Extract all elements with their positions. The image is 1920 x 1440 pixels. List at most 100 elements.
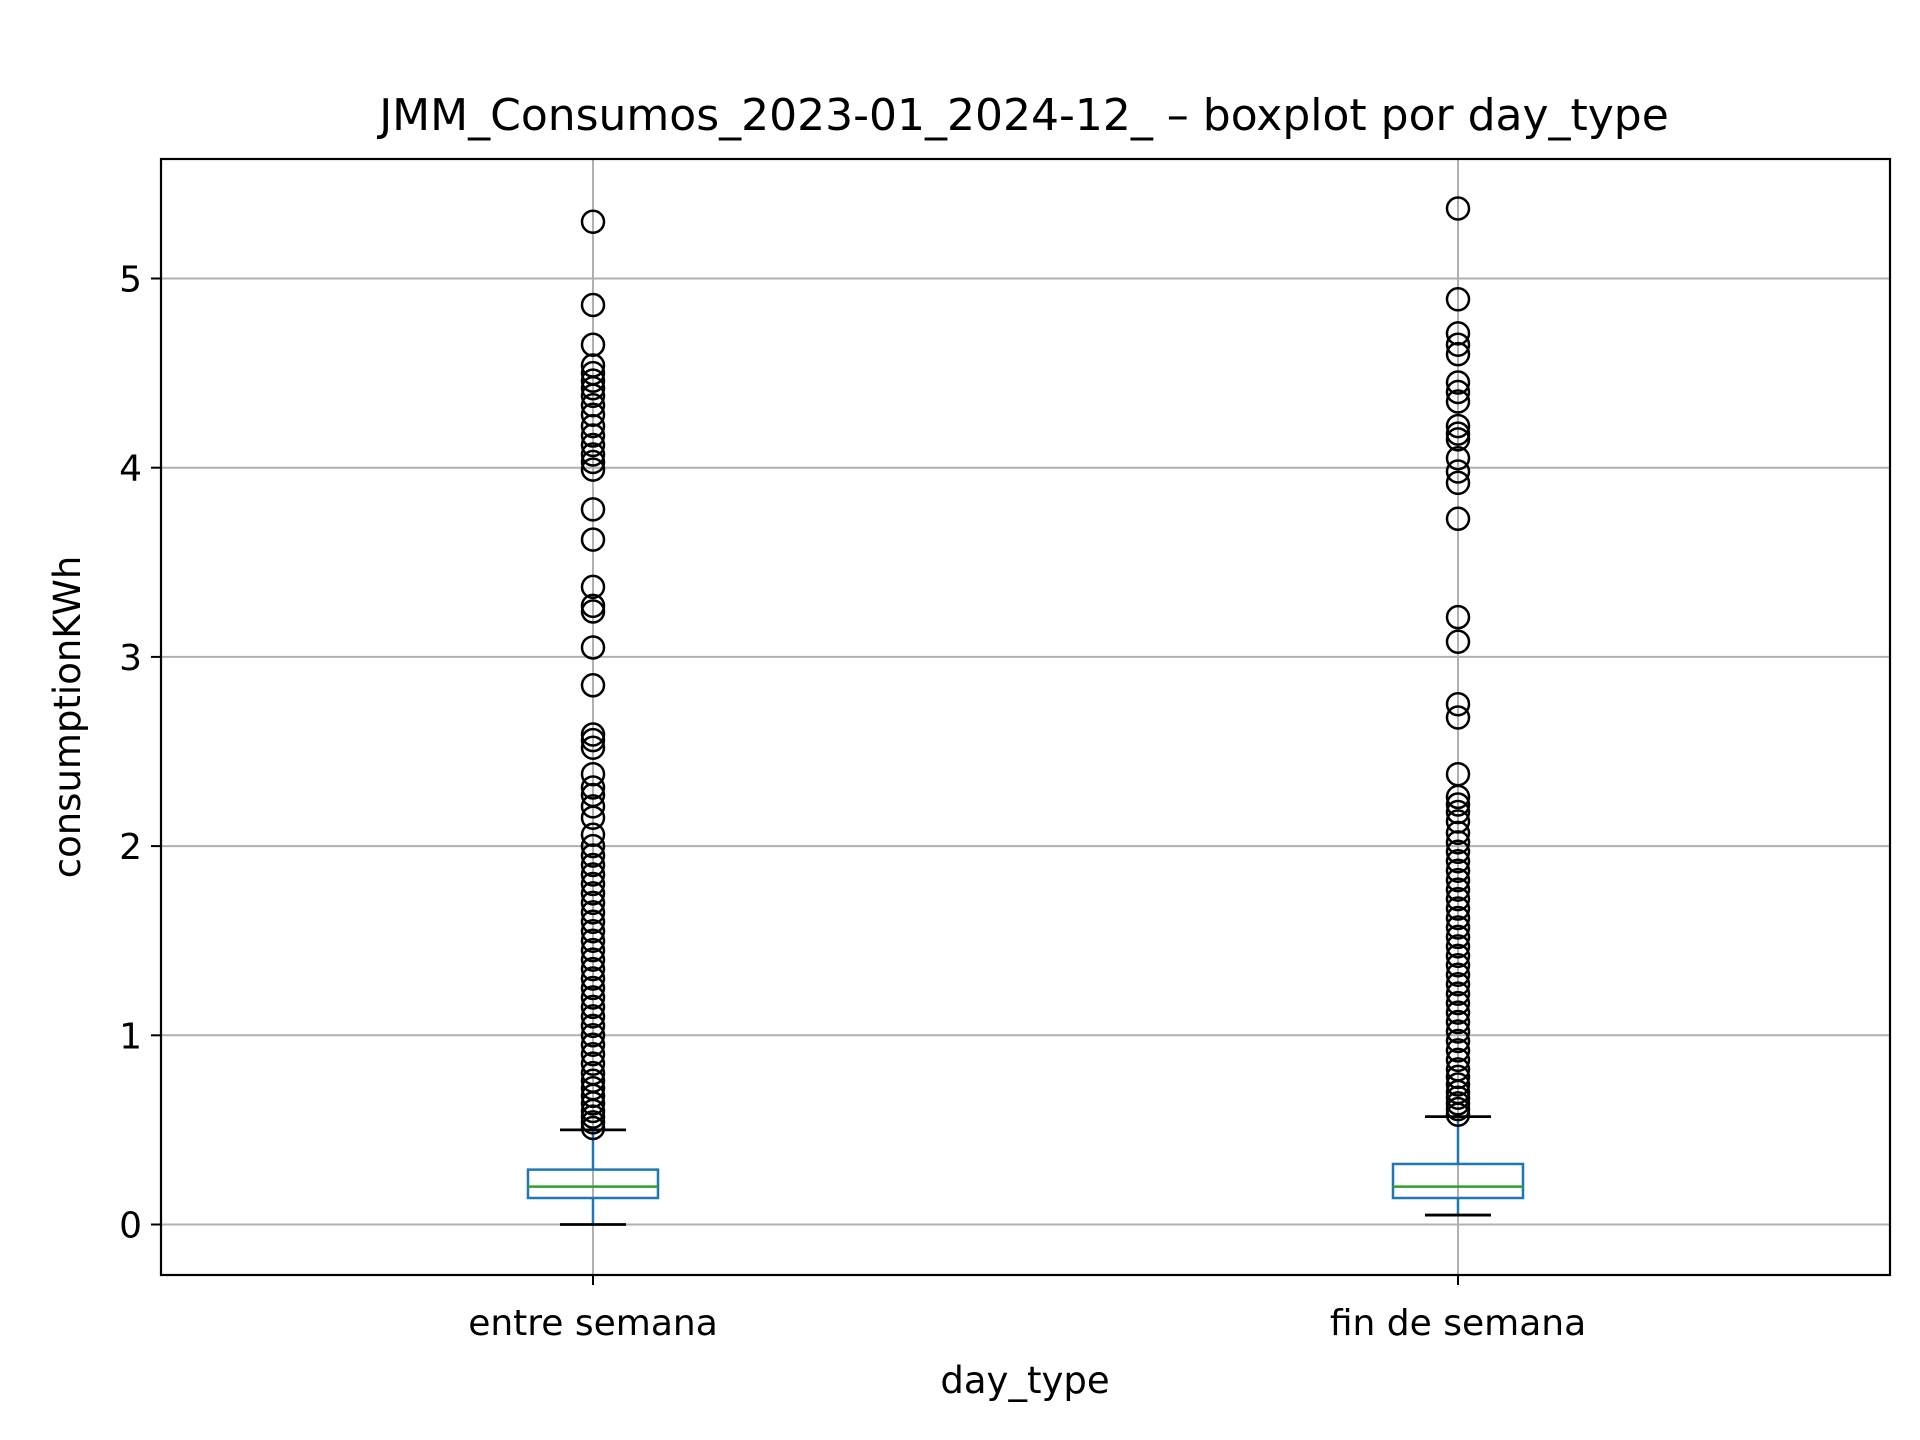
outlier-point bbox=[1445, 943, 1471, 969]
outlier-point bbox=[580, 918, 606, 944]
outlier-point bbox=[580, 833, 606, 859]
outlier-point bbox=[580, 423, 606, 448]
outlier-point bbox=[1445, 924, 1471, 950]
outlier-point bbox=[580, 975, 606, 1001]
outlier-point bbox=[1445, 1019, 1471, 1044]
outlier-point bbox=[580, 862, 606, 887]
outlier-point bbox=[580, 985, 606, 1010]
outlier-point bbox=[580, 947, 606, 972]
outlier-point bbox=[1445, 858, 1471, 883]
outlier-point bbox=[580, 1091, 606, 1116]
outlier-point bbox=[1445, 1038, 1471, 1063]
outlier-point bbox=[1445, 792, 1471, 817]
outlier-point bbox=[580, 881, 606, 906]
outlier-point bbox=[580, 673, 606, 698]
outlier-point bbox=[1445, 867, 1471, 893]
outlier-point bbox=[1445, 629, 1471, 655]
outlier-point bbox=[580, 432, 606, 458]
chart-title: JMM_Consumos_2023-01_2024-12_ – boxplot … bbox=[376, 90, 1669, 141]
outlier-point bbox=[1445, 839, 1471, 865]
outlier-point bbox=[1445, 341, 1471, 367]
outlier-point bbox=[1445, 784, 1471, 810]
outlier-point bbox=[1445, 604, 1471, 630]
outlier-point bbox=[1445, 1102, 1471, 1128]
outlier-point bbox=[1445, 886, 1471, 912]
y-axis-label: consumptionKWh bbox=[46, 556, 89, 879]
outlier-point bbox=[580, 722, 606, 747]
outlier-point bbox=[1445, 427, 1471, 452]
outlier-point bbox=[1445, 1047, 1471, 1073]
outlier-point bbox=[1445, 705, 1471, 730]
outlier-point bbox=[580, 442, 606, 467]
outlier-point bbox=[580, 449, 606, 475]
grid-lines bbox=[161, 159, 1890, 1275]
outlier-point bbox=[1445, 934, 1471, 959]
outlier-point bbox=[1445, 287, 1471, 312]
outlier-point bbox=[1445, 830, 1471, 855]
outlier-point bbox=[1445, 379, 1471, 405]
outlier-point bbox=[580, 775, 606, 800]
outlier-point bbox=[580, 909, 606, 935]
x-axis-label: day_type bbox=[940, 1359, 1109, 1402]
x-tick-label: fin de semana bbox=[1330, 1303, 1586, 1344]
plot-area-frame bbox=[159, 157, 1892, 1277]
outlier-point bbox=[580, 727, 606, 753]
outlier-point bbox=[580, 805, 606, 830]
x-tick-label: entre semana bbox=[468, 1303, 718, 1344]
outlier-point bbox=[580, 1110, 606, 1135]
outlier-point bbox=[580, 1023, 606, 1048]
y-tick-label: 2 bbox=[119, 827, 142, 868]
outlier-point bbox=[1445, 691, 1471, 717]
x-axis-ticks: entre semana fin de semana bbox=[468, 1275, 1586, 1344]
outlier-point bbox=[1445, 953, 1471, 978]
outlier-point bbox=[1445, 981, 1471, 1006]
outlier-point bbox=[580, 852, 606, 878]
outlier-point bbox=[1445, 506, 1471, 532]
outlier-point bbox=[580, 1041, 606, 1067]
outlier-point bbox=[580, 1104, 606, 1129]
outlier-point bbox=[580, 966, 606, 991]
outlier-point bbox=[580, 1115, 606, 1141]
outlier-point bbox=[580, 843, 606, 868]
outlier-point bbox=[1445, 896, 1471, 921]
outlier-point bbox=[1445, 370, 1471, 395]
y-tick-label: 0 bbox=[119, 1206, 142, 1247]
outlier-point bbox=[580, 1032, 606, 1058]
outlier-point bbox=[580, 871, 606, 897]
outlier-point bbox=[1445, 470, 1471, 496]
iqr-box bbox=[1391, 1162, 1525, 1200]
outlier-point bbox=[1445, 905, 1471, 931]
outlier-point bbox=[1445, 1009, 1471, 1035]
outlier-point bbox=[580, 457, 606, 482]
outlier-point bbox=[1445, 915, 1471, 940]
outlier-point bbox=[1445, 421, 1471, 446]
outlier-point bbox=[580, 900, 606, 925]
iqr-box bbox=[526, 1168, 660, 1200]
outlier-point bbox=[580, 209, 606, 234]
outlier-point bbox=[580, 527, 606, 552]
outlier-point bbox=[1445, 1085, 1471, 1110]
outlier-point bbox=[1445, 1096, 1471, 1122]
box-series bbox=[526, 196, 1525, 1226]
outlier-point bbox=[580, 593, 606, 619]
outlier-point bbox=[1445, 332, 1471, 357]
outlier-point bbox=[1445, 413, 1471, 439]
y-tick-label: 4 bbox=[119, 449, 142, 490]
outlier-point bbox=[580, 735, 606, 760]
outlier-point bbox=[1445, 962, 1471, 988]
outlier-point bbox=[580, 497, 606, 522]
box-group bbox=[526, 209, 660, 1226]
outlier-point bbox=[580, 383, 606, 409]
outlier-point bbox=[1445, 1000, 1471, 1025]
outlier-point bbox=[1445, 389, 1471, 414]
outlier-point bbox=[1445, 990, 1471, 1016]
outlier-point bbox=[580, 574, 606, 600]
outlier-point bbox=[1445, 971, 1471, 997]
outlier-point bbox=[1445, 877, 1471, 902]
outlier-point bbox=[580, 1051, 606, 1076]
outlier-point bbox=[1445, 820, 1471, 846]
outlier-point bbox=[580, 368, 606, 393]
outlier-point bbox=[580, 956, 606, 982]
outlier-point bbox=[580, 1004, 606, 1029]
